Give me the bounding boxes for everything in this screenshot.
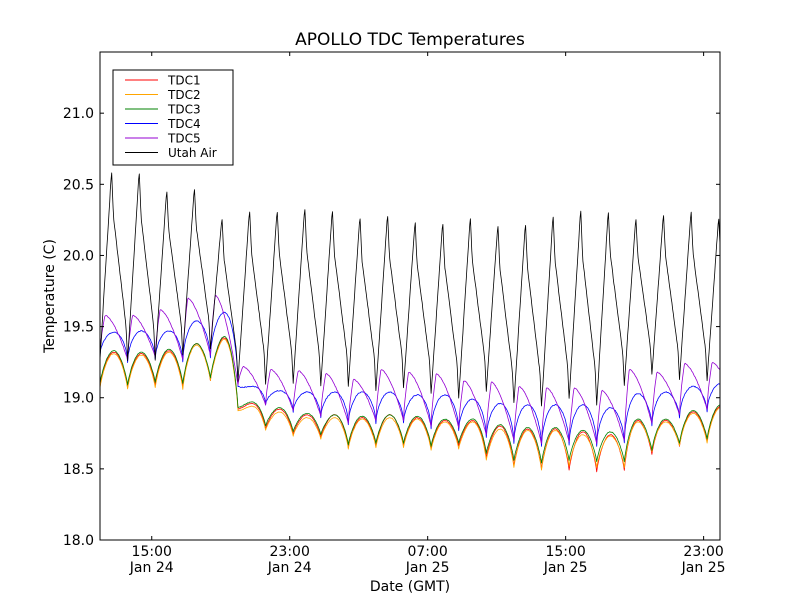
y-tick-label: 18.0 [63,533,94,549]
legend-box [112,69,234,166]
x-tick-time-label: 15:00 [132,544,172,560]
y-axis: 18.0 18.5 19.0 19.5 20.0 20.5 21.0 [63,106,720,549]
legend-label: TDC1 [167,74,201,88]
x-tick-date-label: Jan 25 [405,560,450,576]
legend-label: TDC3 [167,103,201,117]
x-tick-date-label: Jan 25 [681,560,726,576]
x-tick-date-label: Jan 24 [129,560,174,576]
y-tick-label: 19.0 [63,391,94,407]
x-axis-label: Date (GMT) [370,579,450,595]
legend-label: TDC4 [167,117,201,131]
series-line-utah-air [100,172,720,407]
chart-title: APOLLO TDC Temperatures [295,30,525,50]
x-tick-time-label: 23:00 [683,544,723,560]
y-tick-label: 21.0 [63,106,94,122]
x-tick-date-label: Jan 24 [267,560,312,576]
x-tick-time-label: 23:00 [270,544,310,560]
plot-frame [99,51,721,541]
x-tick-time-label: 07:00 [407,544,447,560]
y-tick-label: 20.5 [63,177,94,193]
series-line-tdc5 [100,295,720,444]
y-tick-label: 18.5 [63,462,94,478]
legend-label: TDC5 [167,132,201,146]
y-axis-label: Temperature (C) [42,239,58,354]
series-layer [100,172,720,473]
y-tick-label: 20.0 [63,248,94,264]
legend-label: TDC2 [167,88,201,102]
legend-label: Utah Air [168,146,217,160]
series-line-tdc3 [100,336,720,464]
x-tick-time-label: 15:00 [545,544,585,560]
x-tick-date-label: Jan 25 [543,560,588,576]
y-tick-label: 19.5 [63,320,94,336]
